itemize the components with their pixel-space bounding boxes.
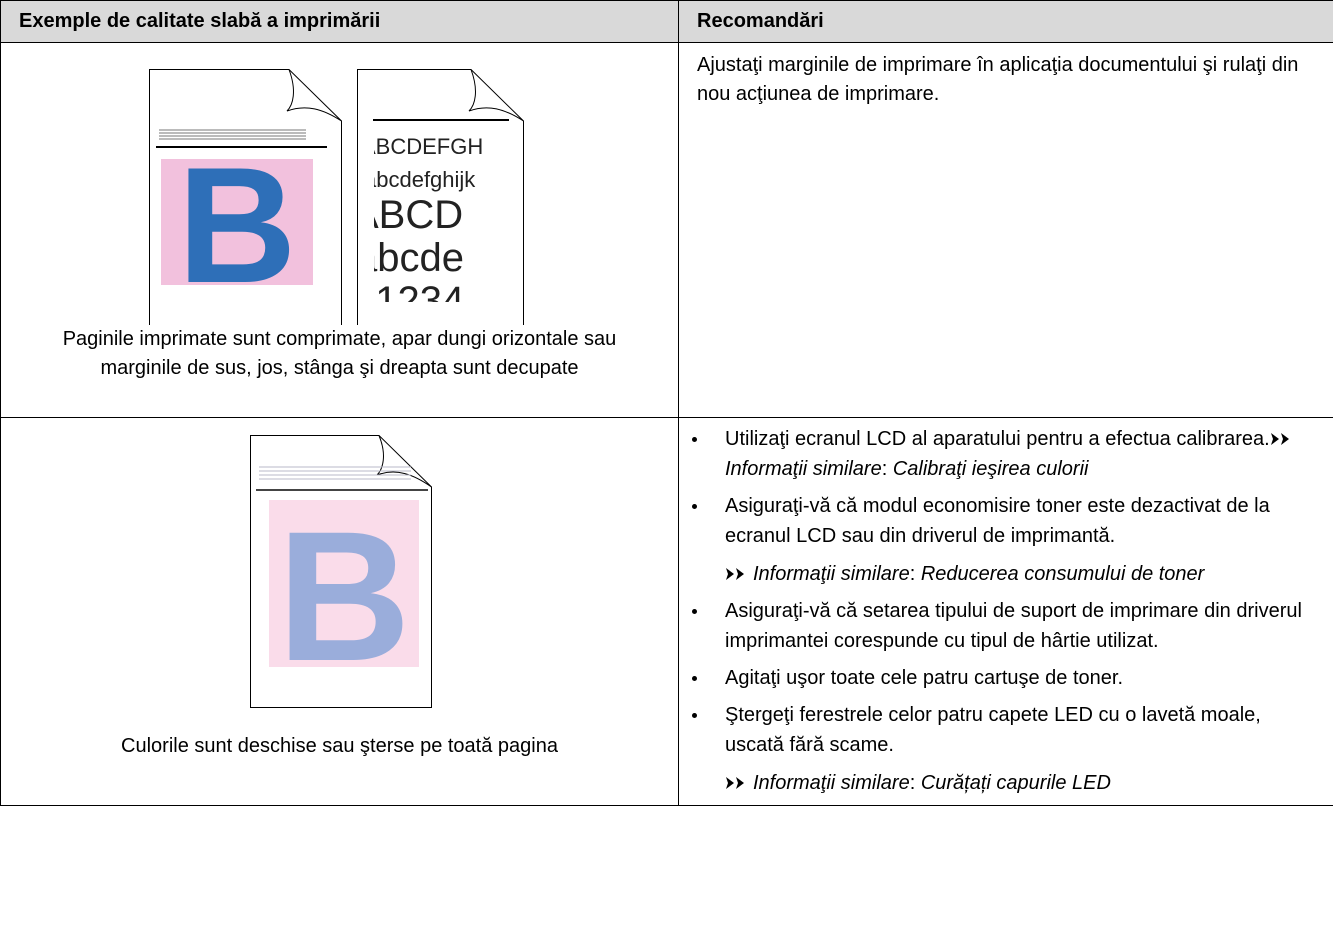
recommendation-text: Ştergeţi ferestrele celor patru capete L… [725, 704, 1261, 756]
example-cell: B Culorile sunt deschise sau şterse pe t… [0, 417, 679, 806]
link-target: Calibraţi ieşirea culorii [892, 458, 1089, 480]
print-quality-table: Exemple de calitate slabă a imprimării R… [0, 0, 1333, 806]
recommendation-text: Asiguraţi-vă că modul economisire toner … [725, 495, 1270, 547]
recommendation-item: Asiguraţi-vă că modul economisire toner … [687, 491, 1323, 589]
link-label: Informaţii similare [725, 458, 882, 480]
row: B Culorile sunt deschise sau şterse pe t… [0, 417, 1333, 806]
sample-text: ABCD [352, 193, 463, 237]
link-label: Informaţii similare [753, 772, 910, 794]
sample-letter: B [177, 133, 296, 317]
recommendation-item: Asiguraţi-vă că setarea tipului de supor… [687, 596, 1323, 656]
related-link[interactable]: Informaţii similare: Curățați capurile L… [725, 768, 1323, 798]
recommendation-text: Utilizaţi ecranul LCD al aparatului pent… [725, 428, 1270, 450]
caption: Culorile sunt deschise sau şterse pe toa… [121, 735, 558, 757]
link-separator: : [909, 772, 916, 794]
illustration: B [250, 435, 432, 708]
caption: Paginile imprimate sunt comprimate, apar… [62, 328, 617, 379]
sample-text: 01234 [353, 279, 464, 323]
sample-text: abcdefghijk [364, 167, 476, 192]
link-arrow [726, 568, 744, 580]
illustration: B ABCDEFGH abcdefghijk ABCD abcde 01234 [149, 69, 524, 325]
recommendation-item: Utilizaţi ecranul LCD al aparatului pent… [687, 424, 1323, 484]
related-link[interactable]: Informaţii similare: Reducerea consumulu… [725, 559, 1323, 589]
header-cell: Exemple de calitate slabă a imprimării [0, 0, 679, 43]
recommendation-list: Utilizaţi ecranul LCD al aparatului pent… [679, 418, 1333, 798]
recommendation: Ajustaţi marginile de imprimare în aplic… [678, 42, 1333, 418]
link-target: Curățați capurile LED [920, 772, 1111, 794]
sample-text: ABCDEFGH [361, 134, 483, 159]
sample-text: abcde [355, 236, 464, 280]
recommendation-item: Agitaţi uşor toate cele patru cartuşe de… [687, 663, 1323, 693]
link-arrow [1270, 433, 1289, 445]
link-arrow [726, 777, 744, 789]
recommendation-item: Ştergeţi ferestrele celor patru capete L… [687, 700, 1323, 798]
example-cell: B ABCDEFGH abcdefghijk ABCD abcde 01234 … [0, 42, 679, 418]
related-link[interactable]: Informaţii similare: Calibraţi ieşirea c… [725, 428, 1298, 480]
recommendations-cell: Utilizaţi ecranul LCD al aparatului pent… [678, 417, 1333, 806]
recommendation-text: Asiguraţi-vă că setarea tipului de supor… [725, 600, 1302, 652]
link-target: Reducerea consumului de toner [920, 563, 1205, 585]
row: B ABCDEFGH abcdefghijk ABCD abcde 01234 … [0, 42, 1333, 418]
link-separator: : [881, 458, 888, 480]
link-separator: : [909, 563, 916, 585]
sample-letter: B [277, 494, 411, 700]
header-row: Exemple de calitate slabă a imprimării R… [0, 0, 1333, 43]
link-label: Informaţii similare [753, 563, 910, 585]
recommendation-text: Agitaţi uşor toate cele patru cartuşe de… [725, 667, 1124, 689]
header-cell: Recomandări [678, 0, 1333, 43]
